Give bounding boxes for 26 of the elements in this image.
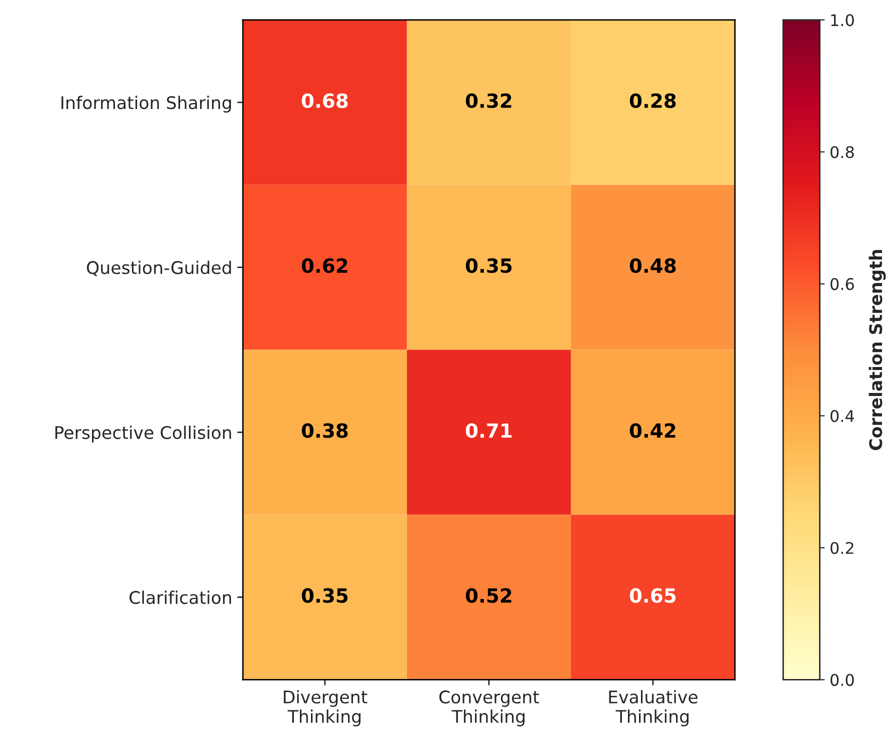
color-bar-label: 0.8 (830, 146, 854, 158)
color-bar-label: 0.4 (830, 410, 854, 422)
y-tick-label: Clarification (130, 590, 232, 604)
data-label: 0.42 (630, 423, 676, 438)
data-label: 0.68 (302, 93, 348, 108)
x-tick-label: Divergent Thinking (284, 690, 368, 726)
color-bar-label: 0.6 (830, 278, 854, 290)
color-bar-label: 0.0 (830, 674, 854, 686)
data-label: 0.35 (302, 588, 348, 603)
data-label: 0.48 (630, 258, 676, 273)
color-bar-label: 0.2 (830, 542, 854, 554)
data-label: 0.52 (466, 588, 512, 603)
color-bar-label: 1.0 (831, 14, 854, 26)
y-tick-label: Information Sharing (62, 96, 231, 113)
y-tick-label: Question-Guided (86, 260, 231, 276)
data-label: 0.62 (302, 258, 348, 273)
data-label: 0.32 (466, 93, 512, 108)
data-label: 0.65 (630, 588, 676, 603)
y-tick-label: Perspective Collision (55, 426, 232, 442)
x-tick-label: Convergent Thinking (439, 690, 540, 726)
data-label: 0.38 (302, 423, 348, 438)
data-label: 0.28 (630, 93, 676, 108)
x-tick-label: Evaluative Thinking (609, 690, 698, 726)
data-label: 0.35 (466, 258, 512, 273)
data-label: 0.71 (466, 423, 512, 438)
color-bar-title: Correlation Strength (868, 250, 886, 450)
